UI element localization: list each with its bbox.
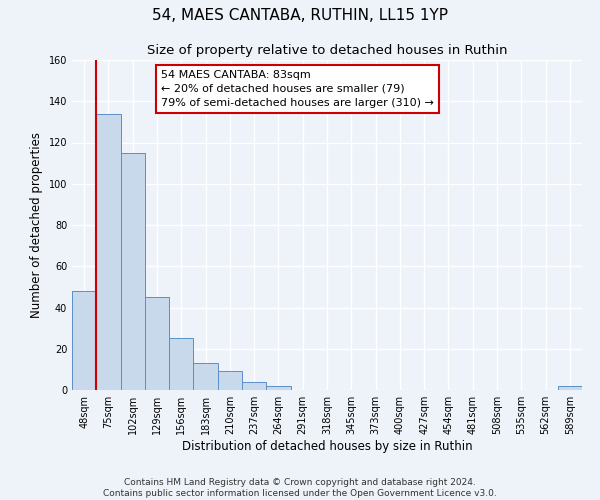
Bar: [72, 291, 96, 390]
Bar: [121, 153, 145, 390]
Bar: [193, 363, 218, 390]
Bar: [266, 386, 290, 390]
Text: 54, MAES CANTABA, RUTHIN, LL15 1YP: 54, MAES CANTABA, RUTHIN, LL15 1YP: [152, 8, 448, 22]
Bar: [242, 382, 266, 390]
X-axis label: Distribution of detached houses by size in Ruthin: Distribution of detached houses by size …: [182, 440, 472, 453]
Text: 54 MAES CANTABA: 83sqm
← 20% of detached houses are smaller (79)
79% of semi-det: 54 MAES CANTABA: 83sqm ← 20% of detached…: [161, 70, 434, 108]
Bar: [218, 372, 242, 390]
Bar: [558, 386, 582, 390]
Bar: [145, 297, 169, 390]
Y-axis label: Number of detached properties: Number of detached properties: [30, 132, 43, 318]
Bar: [169, 338, 193, 390]
Title: Size of property relative to detached houses in Ruthin: Size of property relative to detached ho…: [147, 44, 507, 58]
Text: Contains HM Land Registry data © Crown copyright and database right 2024.
Contai: Contains HM Land Registry data © Crown c…: [103, 478, 497, 498]
Bar: [96, 114, 121, 390]
